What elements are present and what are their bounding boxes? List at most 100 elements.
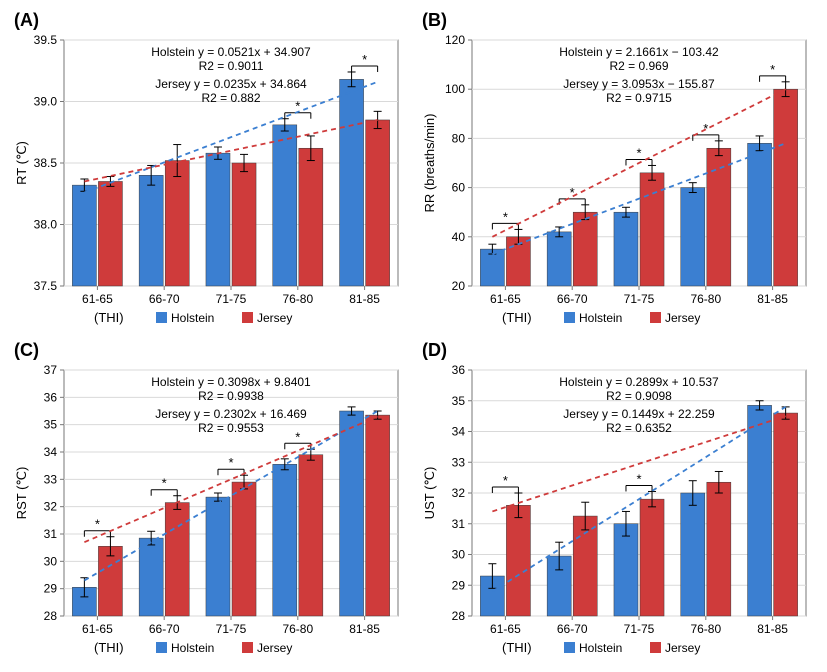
svg-text:61-65: 61-65 bbox=[82, 622, 113, 636]
svg-text:Holstein y = 2.1661x − 103.42: Holstein y = 2.1661x − 103.42 bbox=[559, 45, 719, 59]
svg-text:*: * bbox=[503, 209, 508, 224]
svg-text:(THI): (THI) bbox=[502, 310, 532, 325]
svg-text:80: 80 bbox=[452, 131, 466, 145]
svg-text:*: * bbox=[636, 471, 641, 486]
panel-label-A: (A) bbox=[14, 10, 39, 31]
svg-text:29: 29 bbox=[44, 582, 58, 596]
svg-text:100: 100 bbox=[445, 82, 465, 96]
svg-text:76-80: 76-80 bbox=[282, 292, 313, 306]
svg-text:33: 33 bbox=[452, 455, 466, 469]
svg-text:Jersey: Jersey bbox=[665, 641, 700, 655]
svg-text:20: 20 bbox=[452, 279, 466, 293]
svg-text:Holstein y = 0.2899x + 10.537: Holstein y = 0.2899x + 10.537 bbox=[559, 375, 719, 389]
panel-B: (B) 20406080100120*****61-6566-7071-7576… bbox=[418, 10, 818, 332]
panel-label-B: (B) bbox=[422, 10, 447, 31]
svg-text:36: 36 bbox=[44, 390, 58, 404]
svg-text:37.5: 37.5 bbox=[34, 279, 58, 293]
svg-text:34: 34 bbox=[44, 445, 58, 459]
chart-B: 20406080100120*****61-6566-7071-7576-808… bbox=[418, 32, 818, 332]
svg-text:Jersey: Jersey bbox=[257, 641, 292, 655]
svg-text:*: * bbox=[703, 121, 708, 136]
svg-text:81-85: 81-85 bbox=[757, 622, 788, 636]
svg-text:61-65: 61-65 bbox=[490, 292, 521, 306]
svg-text:R2 = 0.9011: R2 = 0.9011 bbox=[199, 59, 264, 73]
svg-text:71-75: 71-75 bbox=[216, 622, 247, 636]
svg-text:*: * bbox=[636, 145, 641, 160]
svg-text:35: 35 bbox=[44, 418, 58, 432]
svg-text:UST (℃): UST (℃) bbox=[422, 467, 437, 520]
svg-text:34: 34 bbox=[452, 425, 466, 439]
svg-text:120: 120 bbox=[445, 33, 465, 47]
svg-text:R2 = 0.9098: R2 = 0.9098 bbox=[606, 389, 672, 403]
svg-text:40: 40 bbox=[452, 230, 466, 244]
svg-text:RST (℃): RST (℃) bbox=[14, 467, 29, 520]
svg-text:28: 28 bbox=[452, 609, 466, 623]
svg-text:R2 = 0.9715: R2 = 0.9715 bbox=[606, 91, 672, 105]
svg-text:61-65: 61-65 bbox=[82, 292, 113, 306]
svg-text:RR (breaths/min): RR (breaths/min) bbox=[422, 114, 437, 213]
svg-text:Holstein: Holstein bbox=[171, 641, 214, 655]
svg-text:*: * bbox=[228, 455, 233, 470]
svg-text:(THI): (THI) bbox=[94, 310, 124, 325]
svg-text:71-75: 71-75 bbox=[216, 292, 247, 306]
svg-text:66-70: 66-70 bbox=[149, 292, 180, 306]
chart-A: 37.538.038.539.039.5**61-6566-7071-7576-… bbox=[10, 32, 410, 332]
chart-grid: (A) 37.538.038.539.039.5**61-6566-7071-7… bbox=[10, 10, 817, 662]
svg-text:Holstein y = 0.3098x + 9.8401: Holstein y = 0.3098x + 9.8401 bbox=[151, 375, 311, 389]
svg-text:81-85: 81-85 bbox=[757, 292, 788, 306]
svg-text:81-85: 81-85 bbox=[349, 292, 380, 306]
svg-text:76-80: 76-80 bbox=[282, 622, 313, 636]
svg-text:*: * bbox=[570, 185, 575, 200]
svg-text:*: * bbox=[295, 429, 300, 444]
svg-text:Jersey y = 3.0953x − 155.87: Jersey y = 3.0953x − 155.87 bbox=[563, 77, 715, 91]
panel-C: (C) 28293031323334353637****61-6566-7071… bbox=[10, 340, 410, 662]
svg-text:61-65: 61-65 bbox=[490, 622, 521, 636]
svg-text:29: 29 bbox=[452, 578, 466, 592]
svg-text:R2 = 0.882: R2 = 0.882 bbox=[201, 91, 260, 105]
svg-text:Holstein: Holstein bbox=[579, 311, 622, 325]
svg-text:35: 35 bbox=[452, 394, 466, 408]
svg-text:76-80: 76-80 bbox=[690, 292, 721, 306]
chart-C: 28293031323334353637****61-6566-7071-757… bbox=[10, 362, 410, 662]
svg-text:RT (℃): RT (℃) bbox=[14, 141, 29, 185]
svg-text:37: 37 bbox=[44, 363, 58, 377]
panel-label-D: (D) bbox=[422, 340, 447, 361]
panel-D: (D) 282930313233343536**61-6566-7071-757… bbox=[418, 340, 818, 662]
svg-text:32: 32 bbox=[452, 486, 466, 500]
chart-D: 282930313233343536**61-6566-7071-7576-80… bbox=[418, 362, 818, 662]
svg-text:33: 33 bbox=[44, 472, 58, 486]
svg-text:60: 60 bbox=[452, 181, 466, 195]
svg-text:R2 = 0.9938: R2 = 0.9938 bbox=[198, 389, 264, 403]
svg-text:Holstein y = 0.0521x + 34.907: Holstein y = 0.0521x + 34.907 bbox=[151, 45, 311, 59]
svg-text:Jersey y = 0.2302x + 16.469: Jersey y = 0.2302x + 16.469 bbox=[155, 407, 307, 421]
svg-text:76-80: 76-80 bbox=[690, 622, 721, 636]
svg-text:*: * bbox=[770, 62, 775, 77]
svg-text:81-85: 81-85 bbox=[349, 622, 380, 636]
svg-text:*: * bbox=[362, 52, 367, 67]
svg-text:(THI): (THI) bbox=[502, 640, 532, 655]
svg-text:28: 28 bbox=[44, 609, 58, 623]
svg-text:R2 = 0.9553: R2 = 0.9553 bbox=[198, 421, 264, 435]
svg-text:30: 30 bbox=[44, 554, 58, 568]
svg-text:Holstein: Holstein bbox=[171, 311, 214, 325]
svg-text:Jersey y = 0.1449x + 22.259: Jersey y = 0.1449x + 22.259 bbox=[563, 407, 715, 421]
panel-label-C: (C) bbox=[14, 340, 39, 361]
svg-text:36: 36 bbox=[452, 363, 466, 377]
panel-A: (A) 37.538.038.539.039.5**61-6566-7071-7… bbox=[10, 10, 410, 332]
svg-text:66-70: 66-70 bbox=[149, 622, 180, 636]
svg-text:31: 31 bbox=[452, 517, 466, 531]
svg-text:R2 = 0.6352: R2 = 0.6352 bbox=[606, 421, 672, 435]
svg-text:R2 = 0.969: R2 = 0.969 bbox=[609, 59, 668, 73]
svg-text:*: * bbox=[95, 517, 100, 532]
svg-text:31: 31 bbox=[44, 527, 58, 541]
svg-text:Jersey y = 0.0235x + 34.864: Jersey y = 0.0235x + 34.864 bbox=[155, 77, 307, 91]
svg-text:(THI): (THI) bbox=[94, 640, 124, 655]
svg-text:*: * bbox=[162, 476, 167, 491]
svg-text:38.5: 38.5 bbox=[34, 156, 58, 170]
svg-text:*: * bbox=[503, 473, 508, 488]
svg-text:30: 30 bbox=[452, 548, 466, 562]
svg-text:66-70: 66-70 bbox=[557, 292, 588, 306]
svg-text:38.0: 38.0 bbox=[34, 218, 58, 232]
svg-text:Jersey: Jersey bbox=[257, 311, 292, 325]
svg-text:39.5: 39.5 bbox=[34, 33, 58, 47]
